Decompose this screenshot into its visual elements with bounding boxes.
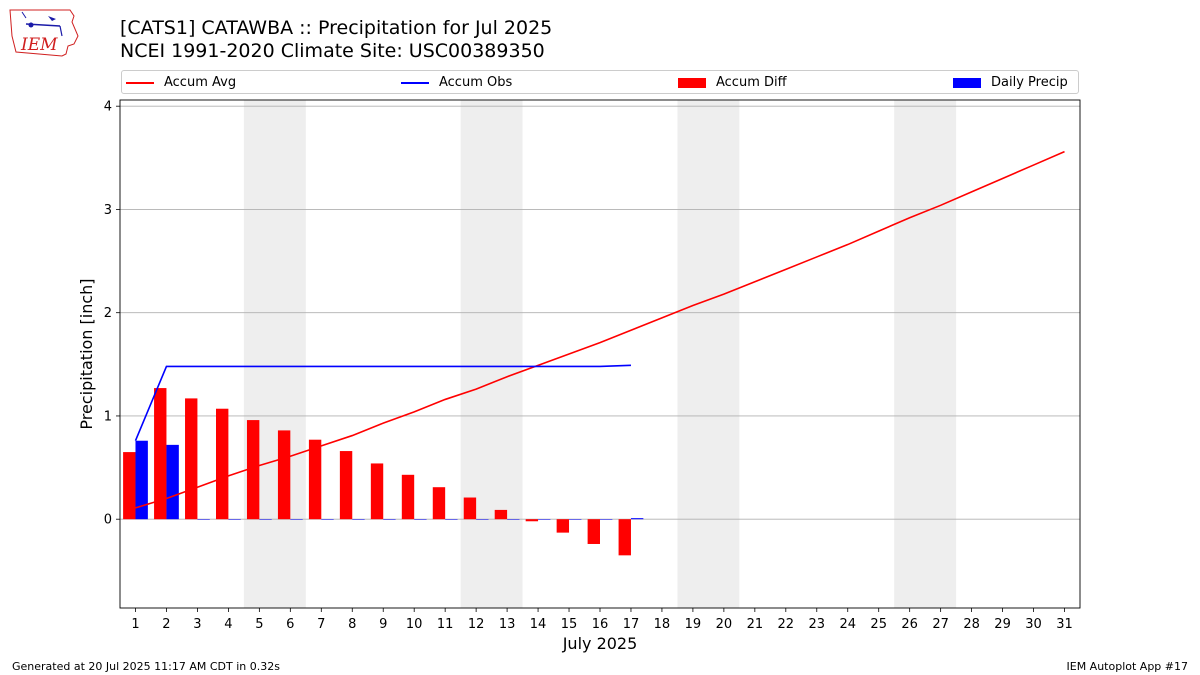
x-tick-label-28: 28 bbox=[963, 617, 980, 632]
x-tick-label-6: 6 bbox=[286, 617, 294, 632]
x-tick-label-17: 17 bbox=[623, 617, 640, 632]
weekend-shade-3 bbox=[894, 100, 957, 608]
x-tick-label-14: 14 bbox=[530, 617, 547, 632]
legend-item-accum-diff: Accum Diff bbox=[678, 74, 787, 91]
logo-text: IEM bbox=[21, 35, 58, 55]
daily-precip-bar-8 bbox=[352, 519, 365, 520]
x-tick-label-12: 12 bbox=[468, 617, 485, 632]
x-tick-label-7: 7 bbox=[317, 617, 325, 632]
x-tick-label-19: 19 bbox=[685, 617, 702, 632]
x-tick-label-8: 8 bbox=[348, 617, 356, 632]
accum-diff-bar-10 bbox=[401, 474, 415, 520]
accum-diff-bar-1 bbox=[123, 452, 136, 520]
weekend-shade-2 bbox=[677, 100, 740, 608]
chart-legend: Accum Avg Accum Obs Accum Diff Daily Pre… bbox=[121, 70, 1079, 94]
accum-diff-bar-14 bbox=[525, 519, 539, 522]
x-tick-label-24: 24 bbox=[839, 617, 856, 632]
footer-generated-text: Generated at 20 Jul 2025 11:17 AM CDT in… bbox=[12, 660, 280, 673]
accum-diff-bar-2 bbox=[154, 388, 167, 520]
x-tick-label-25: 25 bbox=[870, 617, 887, 632]
daily-precip-bar-6 bbox=[290, 519, 303, 520]
iowa-map-logo-icon bbox=[9, 9, 79, 57]
accum-diff-bar-17 bbox=[618, 519, 631, 556]
daily-precip-bar-14 bbox=[538, 519, 551, 520]
legend-swatch-daily-precip bbox=[953, 77, 981, 88]
x-tick-label-31: 31 bbox=[1056, 617, 1073, 632]
daily-precip-bar-7 bbox=[321, 519, 334, 520]
accum-diff-bar-13 bbox=[494, 509, 508, 520]
x-tick-label-1: 1 bbox=[131, 617, 139, 632]
x-tick-label-11: 11 bbox=[437, 617, 454, 632]
legend-item-accum-avg: Accum Avg bbox=[126, 74, 236, 91]
y-tick-label-0: 0 bbox=[104, 513, 112, 528]
daily-precip-bar-15 bbox=[569, 519, 582, 520]
daily-precip-bar-12 bbox=[476, 519, 489, 520]
legend-swatch-accum-diff bbox=[678, 77, 706, 88]
daily-precip-bar-13 bbox=[507, 519, 520, 520]
legend-label-accum-diff: Accum Diff bbox=[716, 75, 787, 90]
accum-avg-line bbox=[135, 150, 1065, 509]
accum-diff-bar-15 bbox=[556, 519, 570, 533]
x-tick-label-27: 27 bbox=[932, 617, 949, 632]
x-tick-label-13: 13 bbox=[499, 617, 516, 632]
x-tick-label-5: 5 bbox=[255, 617, 263, 632]
legend-swatch-accum-avg bbox=[126, 81, 154, 84]
accum-diff-bar-4 bbox=[216, 408, 229, 520]
legend-item-daily-precip: Daily Precip bbox=[953, 74, 1068, 91]
accum-diff-bar-11 bbox=[432, 487, 446, 520]
x-tick-label-10: 10 bbox=[406, 617, 423, 632]
daily-precip-bar-10 bbox=[414, 519, 427, 520]
x-tick-label-23: 23 bbox=[809, 617, 826, 632]
daily-precip-bar-5 bbox=[259, 519, 272, 520]
accum-diff-bar-9 bbox=[370, 463, 384, 520]
iem-logo: IEM bbox=[8, 6, 80, 58]
weekend-shade-1 bbox=[460, 100, 523, 608]
x-tick-label-26: 26 bbox=[901, 617, 918, 632]
x-tick-label-20: 20 bbox=[716, 617, 733, 632]
daily-precip-bar-3 bbox=[197, 519, 210, 520]
accum-diff-bar-3 bbox=[185, 398, 198, 520]
daily-precip-bar-4 bbox=[228, 519, 241, 520]
x-axis-label: July 2025 bbox=[562, 634, 638, 653]
daily-precip-bar-9 bbox=[383, 519, 396, 520]
y-axis-label: Precipitation [inch] bbox=[77, 278, 96, 429]
x-tick-label-2: 2 bbox=[162, 617, 170, 632]
accum-diff-bar-6 bbox=[277, 430, 291, 520]
x-tick-label-30: 30 bbox=[1025, 617, 1042, 632]
x-tick-label-21: 21 bbox=[747, 617, 764, 632]
legend-label-daily-precip: Daily Precip bbox=[991, 75, 1068, 90]
x-tick-label-9: 9 bbox=[379, 617, 387, 632]
accum-diff-bar-7 bbox=[308, 439, 322, 520]
x-tick-label-15: 15 bbox=[561, 617, 578, 632]
daily-precip-bar-11 bbox=[445, 519, 458, 520]
legend-label-accum-avg: Accum Avg bbox=[164, 75, 237, 90]
accum-diff-bar-8 bbox=[339, 451, 353, 520]
weekend-shade-0 bbox=[243, 100, 306, 608]
x-tick-label-29: 29 bbox=[994, 617, 1011, 632]
accum-diff-bar-5 bbox=[246, 420, 260, 520]
legend-item-accum-obs: Accum Obs bbox=[401, 74, 512, 91]
chart-title: [CATS1] CATAWBA :: Precipitation for Jul… bbox=[120, 17, 553, 39]
x-tick-label-4: 4 bbox=[224, 617, 232, 632]
x-tick-label-18: 18 bbox=[654, 617, 671, 632]
accum-diff-bar-16 bbox=[587, 519, 600, 544]
x-tick-label-22: 22 bbox=[778, 617, 795, 632]
x-tick-label-16: 16 bbox=[592, 617, 609, 632]
y-tick-label-2: 2 bbox=[104, 306, 112, 321]
y-tick-label-4: 4 bbox=[104, 100, 112, 115]
legend-label-accum-obs: Accum Obs bbox=[439, 75, 513, 90]
legend-swatch-accum-obs bbox=[401, 81, 429, 84]
daily-precip-bar-2 bbox=[166, 444, 179, 520]
y-tick-label-3: 3 bbox=[104, 203, 112, 218]
daily-precip-bar-17 bbox=[630, 518, 644, 520]
footer-app-label: IEM Autoplot App #17 bbox=[1066, 660, 1189, 673]
daily-precip-bar-1 bbox=[135, 440, 148, 520]
accum-diff-bar-12 bbox=[463, 497, 477, 520]
x-tick-label-3: 3 bbox=[193, 617, 201, 632]
chart-subtitle: NCEI 1991-2020 Climate Site: USC00389350 bbox=[120, 40, 545, 62]
accum-obs-line bbox=[134, 364, 631, 442]
daily-precip-bar-16 bbox=[600, 519, 613, 520]
y-tick-label-1: 1 bbox=[104, 409, 112, 424]
